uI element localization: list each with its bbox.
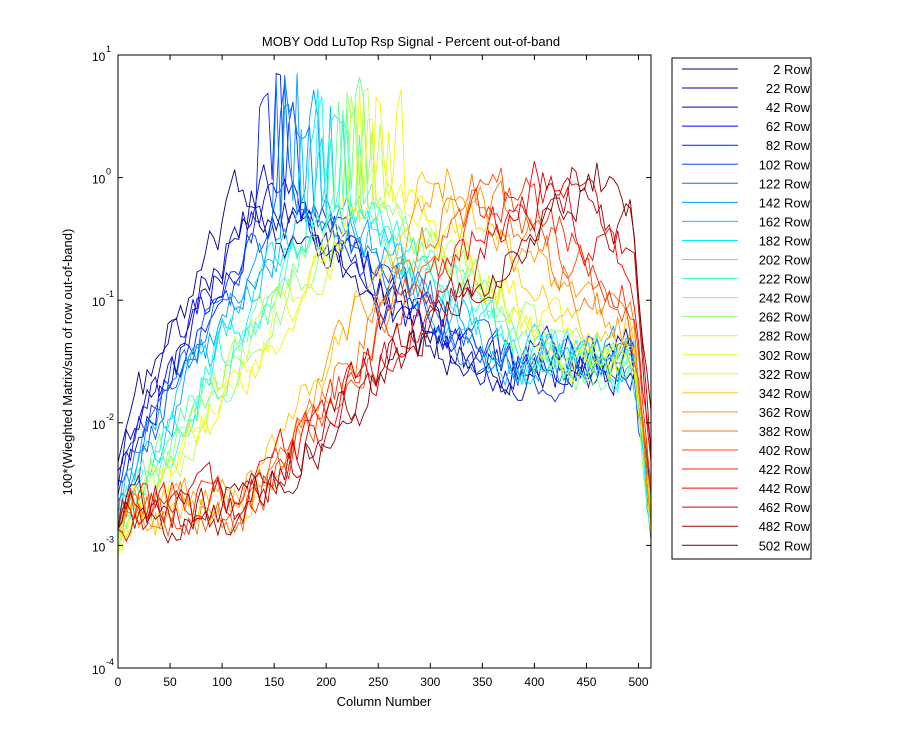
legend-entry-label: 362 Row: [759, 405, 811, 420]
legend-entry-label: 342 Row: [759, 386, 811, 401]
series-line: [117, 91, 652, 546]
series-line: [117, 88, 652, 558]
legend: 2 Row 22 Row 42 Row 62 Row 82 Row 102 Row 122 …: [671, 57, 812, 560]
plot-frame: [117, 54, 652, 669]
legend-entry-label: 182 Row: [759, 233, 811, 248]
series-line: [117, 164, 652, 511]
x-tick-label: 150: [264, 675, 284, 689]
legend-entry-label: 322 Row: [759, 367, 811, 382]
legend-entry-label: 42 Row: [766, 100, 811, 115]
x-tick-label: 350: [472, 675, 492, 689]
legend-entry-label: 422 Row: [759, 462, 811, 477]
legend-entry-label: 302 Row: [759, 348, 811, 363]
y-tick-label-exponent: -4: [106, 657, 114, 667]
legend-entry-label: 22 Row: [766, 81, 811, 96]
legend-entry-label: 242 Row: [759, 291, 811, 306]
legend-entry-label: 122 Row: [759, 176, 811, 191]
series-line: [117, 72, 652, 518]
legend-entry-label: 282 Row: [759, 329, 811, 344]
x-tick-label: 200: [316, 675, 336, 689]
series-line: [117, 167, 652, 538]
legend-entry-label: 202 Row: [759, 253, 811, 268]
y-axis-label: 100*(Wieghted Matrix/sum of row out-of-b…: [60, 229, 75, 496]
series-line: [117, 85, 652, 554]
legend-entry-label: 142 Row: [759, 195, 811, 210]
x-tick-label: 0: [115, 675, 122, 689]
series-line: [117, 168, 652, 535]
series-line: [117, 75, 652, 535]
plot-lines: [117, 72, 652, 558]
x-tick-label: 400: [524, 675, 544, 689]
legend-entry-label: 2 Row: [773, 62, 810, 77]
legend-entry-label: 482 Row: [759, 519, 811, 534]
series-line: [117, 166, 652, 537]
x-tick-label: 250: [368, 675, 388, 689]
series-line: [117, 87, 652, 551]
y-tick-label-base: 10: [92, 663, 106, 677]
legend-entry-label: 402 Row: [759, 443, 811, 458]
series-line: [117, 172, 652, 531]
y-tick-label-base: 10: [92, 173, 106, 187]
series-line: [117, 96, 652, 535]
chart-title: MOBY Odd LuTop Rsp Signal - Percent out-…: [262, 34, 560, 49]
series-line: [117, 177, 652, 522]
legend-box: [671, 57, 812, 560]
x-axis: 0 50 100 150 200 250 300 350 400 450 500: [115, 55, 649, 689]
series-line: [117, 173, 652, 536]
x-tick-label: 100: [212, 675, 232, 689]
y-tick-label-exponent: 1: [106, 44, 111, 54]
series-line: [117, 176, 652, 530]
y-tick-label-base: 10: [92, 418, 106, 432]
x-tick-label: 300: [420, 675, 440, 689]
x-tick-label: 450: [576, 675, 596, 689]
legend-entry-label: 262 Row: [759, 310, 811, 325]
y-tick-label-exponent: -2: [106, 412, 114, 422]
legend-entry-label: 62 Row: [766, 119, 811, 134]
x-tick-label: 50: [163, 675, 177, 689]
legend-entry-label: 502 Row: [759, 538, 811, 553]
legend-entry-label: 102 Row: [759, 157, 811, 172]
x-axis-label: Column Number: [337, 694, 432, 709]
y-tick-label-base: 10: [92, 295, 106, 309]
series-line: [117, 73, 652, 515]
y-tick-label-base: 10: [92, 540, 106, 554]
legend-entry-label: 222 Row: [759, 272, 811, 287]
legend-entry-label: 82 Row: [766, 138, 811, 153]
legend-entry-label: 162 Row: [759, 214, 811, 229]
series-line: [117, 106, 652, 531]
legend-entry-label: 442 Row: [759, 481, 811, 496]
y-tick-label-exponent: -3: [106, 534, 114, 544]
y-tick-label-exponent: -1: [106, 289, 114, 299]
legend-entry-label: 382 Row: [759, 424, 811, 439]
series-line: [117, 162, 652, 544]
series-line: [117, 109, 652, 537]
y-tick-label-exponent: 0: [106, 167, 111, 177]
legend-entry-label: 462 Row: [759, 500, 811, 515]
x-tick-label: 500: [628, 675, 648, 689]
y-tick-label-base: 10: [92, 50, 106, 64]
